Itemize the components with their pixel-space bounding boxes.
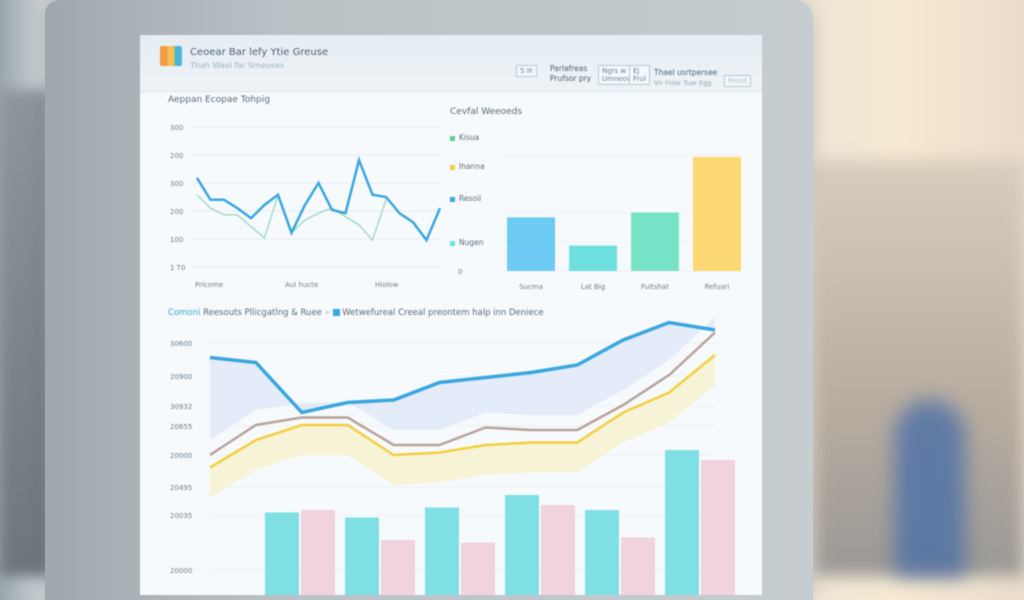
x-tick-label: Refuari [705, 283, 730, 291]
x-tick-label: Aul hucte [285, 281, 318, 289]
bar-pink [621, 537, 655, 595]
label: Prufsor pry [550, 74, 592, 83]
bar-teal [345, 517, 379, 595]
y-tick-label: 1 T0 [170, 264, 185, 272]
bar-chart-title: Cevfal Weeoeds [450, 107, 523, 117]
legend-item: Kisua [450, 133, 479, 142]
title: Reesouts Pllicgatlng & Ruee [203, 308, 322, 318]
y-tick-label: 300 [170, 180, 183, 188]
x-tick-label: Lat Big [581, 283, 605, 291]
bottom-chart-title: Comoni Reesouts Pllicgatlng & Ruee » Wet… [168, 308, 544, 318]
header-item-2[interactable]: Thael usrtpersee Vn Ynlar Tuar Egg [654, 68, 717, 88]
separator: » [324, 308, 333, 318]
bar-teal [585, 510, 619, 595]
label: Ngrs w [602, 67, 627, 75]
app-title: Ceoear Bar lefy Ytie Greuse [190, 47, 329, 58]
y-tick-label: 20035 [170, 512, 192, 520]
line-series [195, 155, 442, 243]
x-tick-label: Sucma [519, 283, 543, 291]
bar-pink [301, 510, 335, 595]
y-tick-label: 20495 [170, 484, 192, 492]
line-series [209, 320, 716, 415]
bar-pink [461, 542, 495, 595]
y-tick-label: 100 [170, 236, 183, 244]
header-item-1[interactable]: Parlafreas Prufsor pry [550, 64, 591, 84]
bar-pink [541, 505, 575, 595]
y-tick-label: 300 [170, 124, 183, 132]
header-box-2[interactable]: Ngrs w Umneow [598, 65, 637, 85]
label: Thael usrtpersee [654, 68, 718, 77]
app-logo-icon [160, 46, 182, 66]
area-band [210, 355, 715, 498]
y-tick-label: 20655 [170, 423, 192, 431]
line-series [209, 354, 716, 469]
background-building [0, 90, 50, 576]
bar-teal [665, 450, 699, 595]
bar [631, 212, 679, 271]
line-chart-title: Aeppan Ecopae Tohpig [168, 95, 270, 105]
label: Vn Ynlar Tuar Egg [654, 79, 712, 87]
label: Umneow [602, 75, 633, 83]
label: Frul [633, 75, 646, 83]
bar-pink [701, 460, 735, 595]
bar-pink [381, 540, 415, 595]
x-tick-label: Fultshat [641, 283, 669, 291]
prefix: Comoni [168, 308, 201, 318]
label: Ej [633, 67, 640, 75]
bar-teal [425, 507, 459, 595]
header-box-3[interactable]: Ej Frul [629, 65, 650, 85]
y-tick-label: 200 [170, 208, 183, 216]
y-tick-label: 30932 [170, 403, 192, 411]
legend-label: Wetwefureal Creeal preontem halp inn Den… [342, 308, 544, 318]
legend-swatch-icon [332, 309, 340, 316]
bar [693, 156, 741, 271]
area-band [210, 317, 715, 440]
y-tick-label: 20000 [170, 452, 192, 460]
dashboard-screen: Ceoear Bar lefy Ytie Greuse Thah Wael fa… [140, 35, 762, 595]
x-tick-label: Pricome [195, 281, 223, 289]
legend-item: Nugen [450, 238, 484, 247]
y-tick-label: 30600 [170, 340, 192, 348]
charts-canvas: 300 200 300 200 100 1 T0 Pricome Aul hucte Hlolo… [170, 124, 741, 595]
app-subtitle: Thah Wael far Smeuses [190, 61, 285, 70]
line-series [209, 331, 716, 457]
notification-button[interactable]: 5 ✉ [516, 65, 537, 77]
y-tick-label: 20900 [170, 373, 192, 381]
y-tick-label: 200 [170, 152, 183, 160]
bar-teal [505, 495, 539, 595]
y-tick-label: 0 [458, 268, 462, 276]
bar [569, 245, 617, 271]
legend-item: Ihanna [450, 162, 485, 171]
background-person [895, 400, 965, 576]
legend-item: Resoil [450, 194, 481, 203]
y-tick-label: 20000 [170, 567, 192, 575]
x-tick-label: Hlolow [375, 281, 399, 289]
header-button[interactable]: Penst [724, 75, 752, 87]
bar [507, 217, 555, 271]
bar-teal [265, 512, 299, 595]
label: Parlafreas [550, 64, 588, 73]
app-header: Ceoear Bar lefy Ytie Greuse Thah Wael fa… [140, 35, 762, 92]
